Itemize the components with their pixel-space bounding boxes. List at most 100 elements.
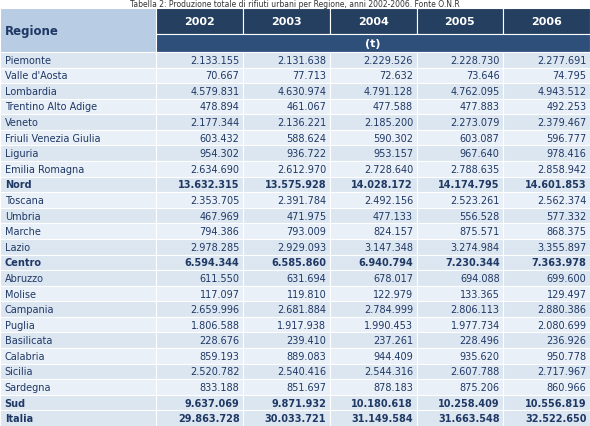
Bar [503,364,590,380]
Text: 1.806.588: 1.806.588 [191,320,240,330]
Text: 237.261: 237.261 [373,336,413,345]
Bar [330,380,417,395]
Text: 471.975: 471.975 [286,211,326,221]
Text: 2.659.996: 2.659.996 [191,305,240,314]
Bar [417,177,503,193]
Text: 9.637.069: 9.637.069 [185,398,240,408]
Text: 477.133: 477.133 [373,211,413,221]
Bar [243,348,330,364]
Text: 3.355.897: 3.355.897 [537,242,586,252]
Bar [243,224,330,239]
Bar [503,224,590,239]
Text: 461.067: 461.067 [286,102,326,112]
Text: 7.363.978: 7.363.978 [532,258,586,268]
Text: 2.806.113: 2.806.113 [451,305,500,314]
Text: Lombardia: Lombardia [5,87,57,97]
Text: 117.097: 117.097 [199,289,240,299]
Text: 2.634.690: 2.634.690 [191,164,240,174]
Text: 467.969: 467.969 [199,211,240,221]
Bar [330,239,417,255]
Text: 631.694: 631.694 [287,273,326,283]
Text: 31.149.584: 31.149.584 [352,413,413,423]
Bar [417,84,503,99]
Bar [156,333,243,348]
Text: 950.778: 950.778 [546,351,586,361]
Text: Tabella 2: Produzione totale di rifiuti urbani per Regione, anni 2002-2006. Font: Tabella 2: Produzione totale di rifiuti … [130,0,460,9]
Bar [243,271,330,286]
Bar [330,348,417,364]
Text: 590.302: 590.302 [373,133,413,143]
Bar [330,115,417,131]
Bar [330,255,417,271]
Bar [0,69,156,84]
Text: 967.640: 967.640 [460,149,500,159]
Bar [417,146,503,162]
Text: 596.777: 596.777 [546,133,586,143]
Text: 2.929.093: 2.929.093 [277,242,326,252]
Bar [330,146,417,162]
Bar [503,395,590,411]
Bar [243,317,330,333]
Bar [330,177,417,193]
Text: 603.432: 603.432 [199,133,240,143]
Text: 935.620: 935.620 [460,351,500,361]
Text: 556.528: 556.528 [460,211,500,221]
Bar [0,131,156,146]
Bar [0,9,156,53]
Text: 2.728.640: 2.728.640 [364,164,413,174]
Text: 944.409: 944.409 [373,351,413,361]
Bar [243,9,330,35]
Text: 2004: 2004 [358,17,389,27]
Bar [503,177,590,193]
Bar [243,364,330,380]
Bar [156,271,243,286]
Bar [417,255,503,271]
Text: 133.365: 133.365 [460,289,500,299]
Text: 833.188: 833.188 [200,382,240,392]
Text: 2006: 2006 [531,17,562,27]
Text: 824.157: 824.157 [373,227,413,236]
Bar [243,115,330,131]
Text: 3.147.348: 3.147.348 [364,242,413,252]
Text: 2.136.221: 2.136.221 [277,118,326,128]
Bar [0,177,156,193]
Bar [156,380,243,395]
Text: Abruzzo: Abruzzo [5,273,44,283]
Text: 2003: 2003 [271,17,301,27]
Bar [417,53,503,68]
Bar [156,69,243,84]
Bar [503,53,590,68]
Text: 2.273.079: 2.273.079 [450,118,500,128]
Bar [0,271,156,286]
Bar [503,131,590,146]
Text: Sardegna: Sardegna [5,382,51,392]
Text: 936.722: 936.722 [286,149,326,159]
Text: 4.762.095: 4.762.095 [451,87,500,97]
Bar [417,411,503,426]
Bar [503,115,590,131]
Text: 77.713: 77.713 [292,71,326,81]
Text: Molise: Molise [5,289,36,299]
Bar [503,9,590,35]
Text: 2.607.788: 2.607.788 [451,367,500,377]
Bar [243,395,330,411]
Text: Lazio: Lazio [5,242,30,252]
Text: 13.575.928: 13.575.928 [265,180,326,190]
Bar [330,271,417,286]
Text: 603.087: 603.087 [460,133,500,143]
Bar [330,395,417,411]
Text: 122.979: 122.979 [373,289,413,299]
Bar [503,146,590,162]
Text: 2.784.999: 2.784.999 [364,305,413,314]
Text: (t): (t) [365,39,381,49]
Text: 478.894: 478.894 [199,102,240,112]
Text: 29.863.728: 29.863.728 [178,413,240,423]
Bar [503,271,590,286]
Text: 9.871.932: 9.871.932 [271,398,326,408]
Text: 2.229.526: 2.229.526 [363,56,413,66]
Text: 1.990.453: 1.990.453 [364,320,413,330]
Bar [0,302,156,317]
Bar [503,333,590,348]
Text: 2.612.970: 2.612.970 [277,164,326,174]
Bar [503,100,590,115]
